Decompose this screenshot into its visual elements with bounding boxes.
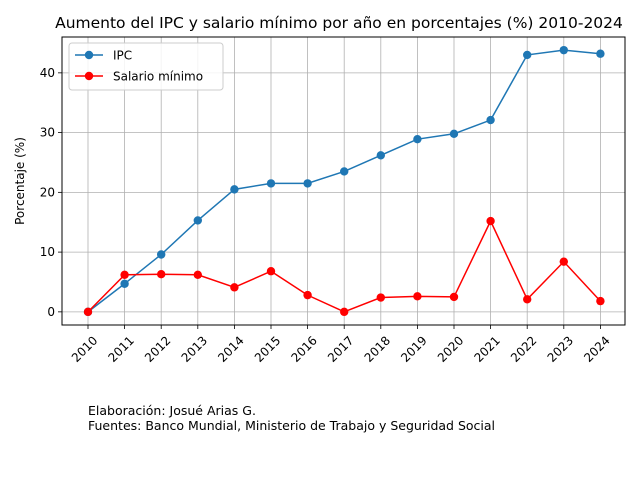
x-tick-label: 2019: [398, 333, 429, 364]
data-point: [303, 290, 312, 300]
data-point: [413, 134, 422, 144]
data-point: [559, 257, 568, 266]
y-tick-label: 10: [40, 245, 55, 259]
legend-label: IPC: [113, 49, 132, 63]
x-tick-label: 2020: [435, 333, 466, 364]
data-point: [340, 307, 349, 317]
data-point: [376, 293, 385, 302]
data-point: [449, 292, 459, 302]
data-point: [193, 216, 202, 225]
x-tick-label: 2011: [105, 333, 136, 364]
x-tick-label: 2015: [252, 333, 283, 364]
y-tick-label: 20: [40, 185, 55, 199]
data-point: [230, 185, 239, 194]
x-tick-label: 2014: [215, 333, 246, 364]
sources-note: Fuentes: Banco Mundial, Ministerio de Tr…: [88, 418, 496, 433]
x-tick-label: 2022: [508, 333, 539, 364]
data-point: [596, 49, 605, 58]
x-tick-label: 2010: [69, 333, 100, 364]
data-point: [266, 267, 276, 276]
data-point: [413, 292, 422, 301]
data-point: [120, 279, 129, 288]
y-tick-label: 0: [47, 305, 55, 319]
data-point: [523, 295, 532, 304]
data-point: [157, 270, 166, 279]
data-point: [266, 179, 276, 188]
grid-lines: [62, 37, 625, 325]
y-axis-ticks: 0 10 20 30 40: [40, 66, 62, 319]
legend-box: [68, 42, 224, 91]
data-point: [523, 50, 532, 60]
x-tick-label: 2018: [362, 333, 393, 364]
data-point: [486, 216, 495, 226]
plot-frame: [61, 36, 626, 326]
data-point: [449, 129, 459, 138]
series-layer: [83, 45, 605, 317]
legend-label: Salario mínimo: [113, 70, 203, 84]
legend-marker: [84, 71, 94, 81]
x-tick-label: 2021: [471, 333, 502, 364]
y-tick-label: 40: [40, 66, 55, 80]
legend: IPC Salario mínimo: [68, 42, 224, 91]
data-point: [340, 167, 349, 176]
data-point: [193, 270, 202, 280]
x-axis-ticks: 2010 2011 2012 2013 2014 2015 2016 2017 2018 2019…: [69, 325, 613, 365]
x-tick-label: 2012: [142, 333, 173, 364]
y-tick-label: 30: [40, 126, 55, 140]
x-tick-label: 2023: [545, 333, 576, 364]
data-point: [376, 151, 385, 160]
y-axis-label: Porcentaje (%): [13, 137, 27, 225]
credit-note: Elaboración: Josué Arias G.: [88, 403, 256, 418]
data-point: [596, 296, 605, 306]
chart-notes: Elaboración: Josué Arias G. Fuentes: Ban…: [88, 403, 495, 433]
data-point: [83, 307, 93, 317]
x-tick-label: 2017: [325, 333, 356, 364]
chart-title: Aumento del IPC y salario mínimo por año…: [55, 14, 623, 32]
data-point: [120, 270, 129, 280]
data-point: [303, 179, 312, 188]
x-tick-label: 2016: [288, 333, 319, 364]
legend-marker: [84, 50, 94, 60]
x-tick-label: 2024: [581, 333, 612, 364]
data-point: [157, 250, 166, 259]
data-point: [486, 115, 495, 125]
data-point: [559, 45, 568, 55]
data-point: [230, 283, 239, 292]
x-tick-label: 2013: [179, 333, 210, 364]
